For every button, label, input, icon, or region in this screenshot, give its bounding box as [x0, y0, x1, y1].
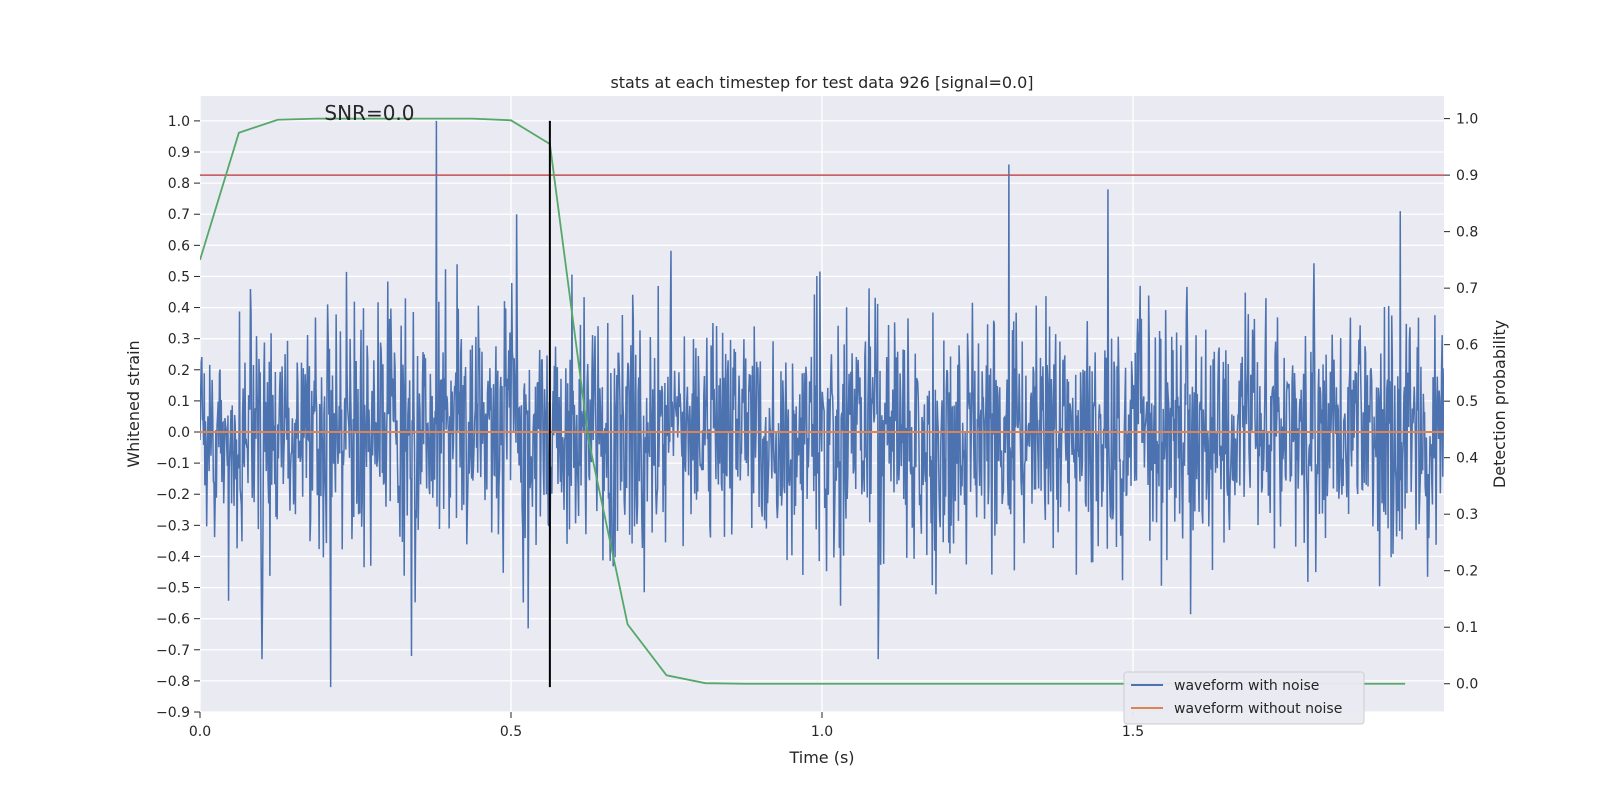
snr-annotation: SNR=0.0 — [324, 101, 414, 125]
left-y-axis-label: Whitened strain — [124, 340, 143, 467]
left-tick-label: 1.0 — [168, 114, 190, 130]
right-tick-label: 0.0 — [1456, 677, 1478, 693]
legend-noise-label: waveform with noise — [1174, 678, 1319, 694]
right-tick-label: 0.9 — [1456, 168, 1478, 184]
x-tick-label: 0.5 — [500, 724, 522, 740]
chart-title: stats at each timestep for test data 926… — [610, 73, 1033, 92]
left-tick-label: 0.6 — [168, 238, 190, 254]
right-tick-label: 0.5 — [1456, 394, 1478, 410]
left-tick-label: 0.2 — [168, 363, 190, 379]
left-tick-label: 0.4 — [168, 301, 190, 317]
legend-clean-label: waveform without noise — [1174, 701, 1342, 717]
left-tick-label: 0.5 — [168, 269, 190, 285]
right-tick-label: 0.8 — [1456, 225, 1478, 241]
left-tick-label: −0.9 — [156, 705, 190, 721]
x-tick-label: 1.5 — [1122, 724, 1144, 740]
legend: waveform with noise waveform without noi… — [1123, 671, 1365, 725]
left-tick-label: −0.6 — [156, 612, 190, 628]
left-axis-ticks: 1.0 0.9 0.8 0.7 0.6 0.5 0.4 0.3 0.2 0.1 0.0 −0.1 −0.… — [156, 114, 200, 721]
left-tick-label: −0.5 — [156, 581, 190, 597]
right-tick-label: 0.7 — [1456, 281, 1478, 297]
noise-waveform-line — [200, 120, 1444, 688]
left-tick-label: −0.4 — [156, 549, 190, 565]
left-tick-label: −0.1 — [156, 456, 190, 472]
right-tick-label: 0.3 — [1456, 507, 1478, 523]
left-tick-label: 0.9 — [168, 145, 190, 161]
x-tick-label: 0.0 — [189, 724, 211, 740]
left-tick-label: 0.7 — [168, 207, 190, 223]
left-tick-label: −0.7 — [156, 643, 190, 659]
right-axis-ticks: 1.0 0.9 0.8 0.7 0.6 0.5 0.4 0.3 0.2 0.1 0.0 — [1444, 112, 1478, 693]
left-tick-label: −0.3 — [156, 518, 190, 534]
right-tick-label: 1.0 — [1456, 112, 1478, 128]
x-axis-label: Time (s) — [788, 748, 854, 767]
left-tick-label: −0.8 — [156, 674, 190, 690]
x-axis-ticks: 0.0 0.5 1.0 1.5 — [189, 712, 1144, 740]
x-tick-label: 1.0 — [811, 724, 833, 740]
right-tick-label: 0.4 — [1456, 451, 1478, 467]
right-tick-label: 0.6 — [1456, 338, 1478, 354]
left-tick-label: 0.1 — [168, 394, 190, 410]
left-tick-label: −0.2 — [156, 487, 190, 503]
left-tick-label: 0.8 — [168, 176, 190, 192]
left-tick-label: 0.0 — [168, 425, 190, 441]
left-tick-label: 0.3 — [168, 332, 190, 348]
legend-box — [1123, 671, 1365, 725]
right-tick-label: 0.1 — [1456, 620, 1478, 636]
right-tick-label: 0.2 — [1456, 564, 1478, 580]
right-y-axis-label: Detection probability — [1490, 320, 1509, 488]
